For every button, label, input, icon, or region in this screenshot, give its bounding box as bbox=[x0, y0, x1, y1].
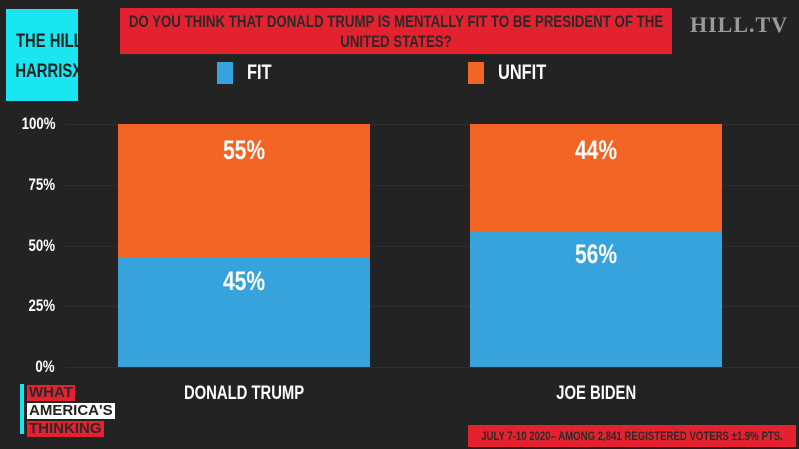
x-category-label: JOE BIDEN bbox=[556, 383, 636, 404]
y-tick-label: 25% bbox=[28, 296, 55, 316]
legend-label-unfit: UNFIT bbox=[498, 61, 547, 84]
bar-fit-0 bbox=[118, 257, 370, 367]
data-label: 45% bbox=[222, 265, 266, 296]
legend-label-fit: FIT bbox=[247, 61, 272, 84]
bar-unfit-0 bbox=[118, 124, 370, 258]
y-tick-label: 0% bbox=[35, 357, 55, 376]
footnote-text: JULY 7-10 2020– AMONG 2,841 REGISTERED V… bbox=[481, 429, 783, 443]
legend-swatch-fit bbox=[217, 62, 233, 84]
hilltv-logo: HILL.TV bbox=[690, 12, 789, 37]
bar-fit-1 bbox=[470, 230, 722, 367]
chart-title-text: DO YOU THINK THAT DONALD TRUMP IS MENTAL… bbox=[128, 12, 664, 51]
bar-unfit-1 bbox=[470, 124, 722, 231]
brand-line-1: WHAT bbox=[27, 384, 75, 401]
chart-title: DO YOU THINK THAT DONALD TRUMP IS MENTAL… bbox=[120, 8, 672, 54]
y-tick-label: 50% bbox=[28, 235, 55, 255]
source-badge: THE HILL/ HARRISX bbox=[6, 9, 87, 101]
data-label: 56% bbox=[574, 238, 618, 269]
footnote: JULY 7-10 2020– AMONG 2,841 REGISTERED V… bbox=[468, 425, 796, 447]
legend-swatch-unfit bbox=[468, 62, 484, 84]
brand-line-2: AMERICA'S bbox=[27, 402, 115, 419]
gridline bbox=[65, 124, 799, 125]
gridline bbox=[65, 367, 799, 368]
y-tick-label: 100% bbox=[21, 114, 55, 133]
gridline bbox=[65, 306, 799, 308]
gridline bbox=[65, 245, 799, 247]
y-tick-label: 75% bbox=[28, 174, 55, 194]
data-label: 55% bbox=[222, 135, 266, 165]
brand-line-3: THINKING bbox=[27, 420, 104, 437]
x-category-label: DONALD TRUMP bbox=[183, 383, 305, 404]
what-americas-thinking-logo: WHAT AMERICA'S THINKING bbox=[20, 384, 115, 438]
source-line-2: HARRISX bbox=[15, 61, 83, 82]
gridline bbox=[65, 184, 799, 186]
source-line-1: THE HILL/ bbox=[15, 31, 87, 52]
data-label: 44% bbox=[574, 135, 618, 165]
